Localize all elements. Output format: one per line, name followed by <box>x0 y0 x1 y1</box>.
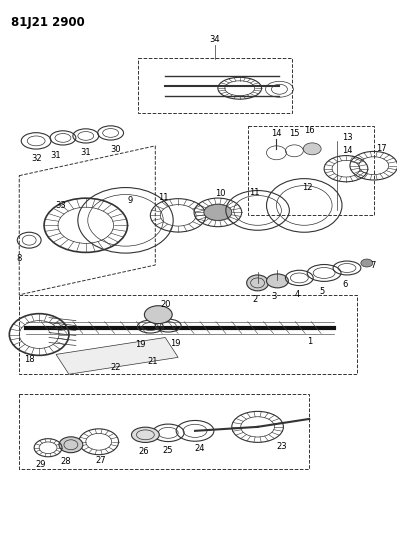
Text: 25: 25 <box>162 446 172 455</box>
Polygon shape <box>56 337 178 374</box>
Text: 7: 7 <box>370 261 375 270</box>
Text: 27: 27 <box>96 456 106 465</box>
Text: 3: 3 <box>272 292 277 301</box>
Text: 34: 34 <box>210 35 220 44</box>
Text: 24: 24 <box>195 444 205 453</box>
Text: 12: 12 <box>302 183 312 192</box>
Text: 16: 16 <box>304 126 314 135</box>
Ellipse shape <box>267 274 289 288</box>
Text: 1: 1 <box>306 337 312 346</box>
Text: 11: 11 <box>158 193 168 202</box>
Text: 10: 10 <box>215 189 225 198</box>
Text: 22: 22 <box>110 363 121 372</box>
Text: 33: 33 <box>56 201 66 210</box>
Text: 30: 30 <box>110 146 121 155</box>
Ellipse shape <box>303 143 321 155</box>
Ellipse shape <box>361 259 373 267</box>
Text: 21: 21 <box>147 357 158 366</box>
Text: 2: 2 <box>252 295 257 304</box>
Text: 26: 26 <box>138 447 149 456</box>
Text: 14: 14 <box>342 147 352 155</box>
Text: 4: 4 <box>295 290 300 300</box>
Text: 31: 31 <box>51 151 61 160</box>
Ellipse shape <box>59 437 83 453</box>
Text: 28: 28 <box>60 457 71 466</box>
Text: 20: 20 <box>160 300 170 309</box>
Text: 32: 32 <box>31 154 41 163</box>
Ellipse shape <box>144 306 172 324</box>
Text: 14: 14 <box>271 130 282 139</box>
Text: 11: 11 <box>250 188 260 197</box>
Ellipse shape <box>131 427 159 442</box>
Text: 18: 18 <box>24 355 35 364</box>
Bar <box>139 59 293 113</box>
Text: 19: 19 <box>135 340 146 349</box>
Text: 17: 17 <box>377 144 387 154</box>
Text: 8: 8 <box>17 254 22 263</box>
Text: 29: 29 <box>36 460 46 469</box>
Ellipse shape <box>247 275 269 291</box>
Ellipse shape <box>204 205 232 220</box>
Text: 13: 13 <box>341 133 352 142</box>
Text: 6: 6 <box>342 280 348 289</box>
Text: 31: 31 <box>80 148 91 157</box>
Text: 9: 9 <box>128 196 133 205</box>
Text: 5: 5 <box>320 287 325 296</box>
Text: 81J21 2900: 81J21 2900 <box>11 16 85 29</box>
Text: 19: 19 <box>170 339 180 348</box>
Text: 15: 15 <box>289 130 300 139</box>
Text: 23: 23 <box>276 442 287 451</box>
